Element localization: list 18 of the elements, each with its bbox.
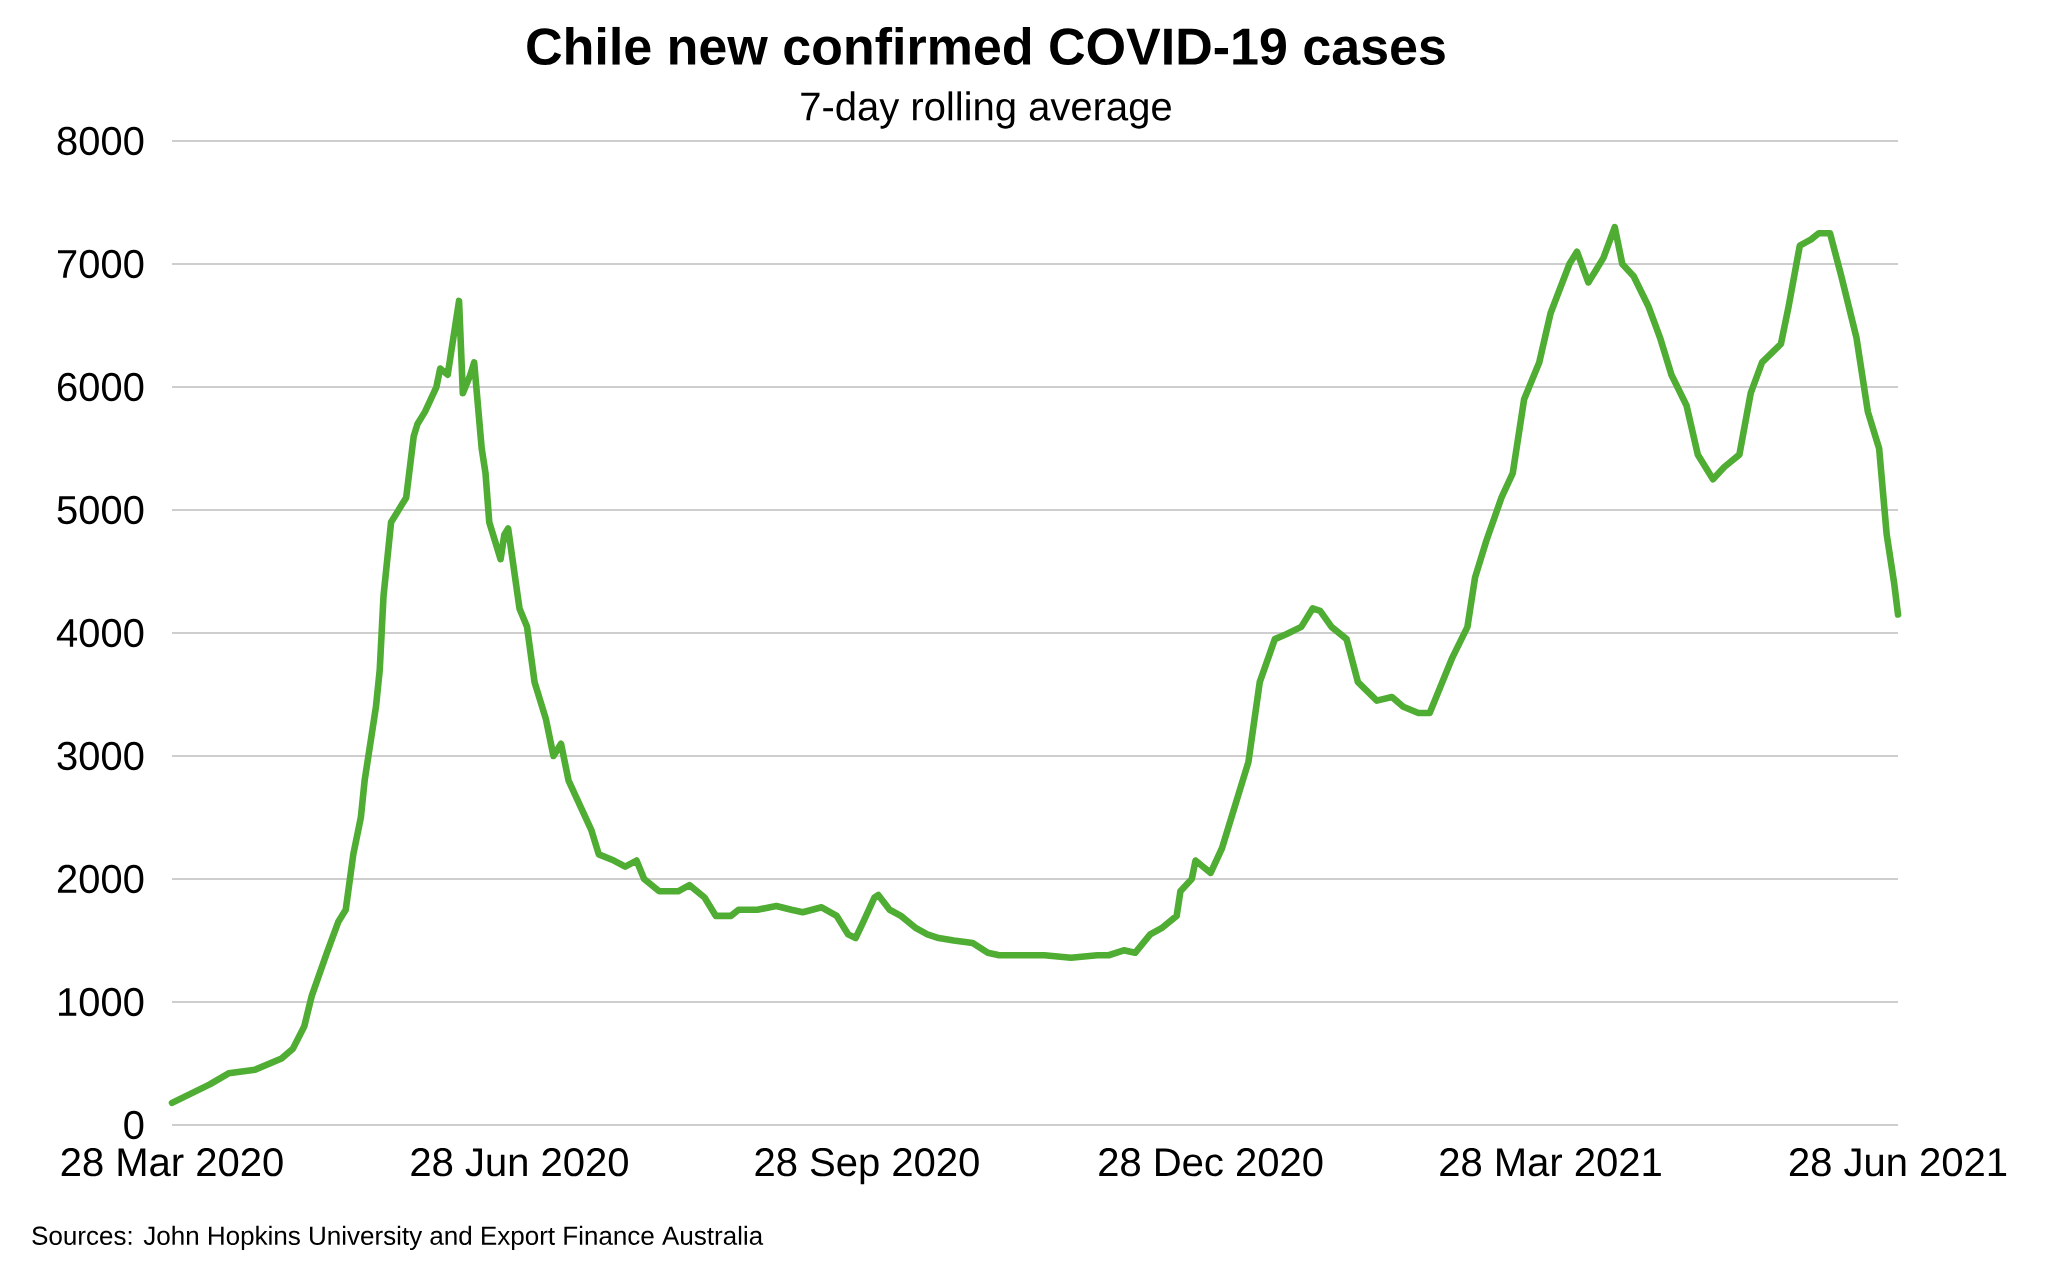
y-tick-label: 2000	[57, 864, 144, 894]
y-tick-label: 5000	[57, 495, 144, 525]
x-tick-label: 28 Mar 2020	[61, 1148, 283, 1177]
x-tick-label: 28 Sep 2020	[755, 1148, 979, 1185]
y-tick-label: 4000	[56, 618, 144, 648]
y-tick-label: 0	[124, 1110, 144, 1140]
x-tick-label: 28 Jun 2020	[411, 1148, 628, 1177]
y-tick-label: 6000	[58, 372, 144, 402]
x-tick-label: 28 Dec 2020	[1099, 1148, 1323, 1177]
y-tick-label: 8000	[57, 126, 144, 156]
chart-title: Chile new confirmed COVID-19 cases	[527, 26, 1445, 66]
x-tick-label: 28 Mar 2021	[1440, 1148, 1661, 1177]
source-note: Sources: John Hopkins University and Export Finance Australia	[32, 1225, 764, 1251]
chart-subtitle: 7-day rolling average	[801, 91, 1171, 129]
y-tick-label: 7000	[58, 249, 144, 279]
y-tick-label: 3000	[57, 741, 144, 771]
x-tick-label: 28 Jun 2021	[1789, 1148, 2007, 1177]
y-tick-label: 1000	[59, 987, 144, 1017]
